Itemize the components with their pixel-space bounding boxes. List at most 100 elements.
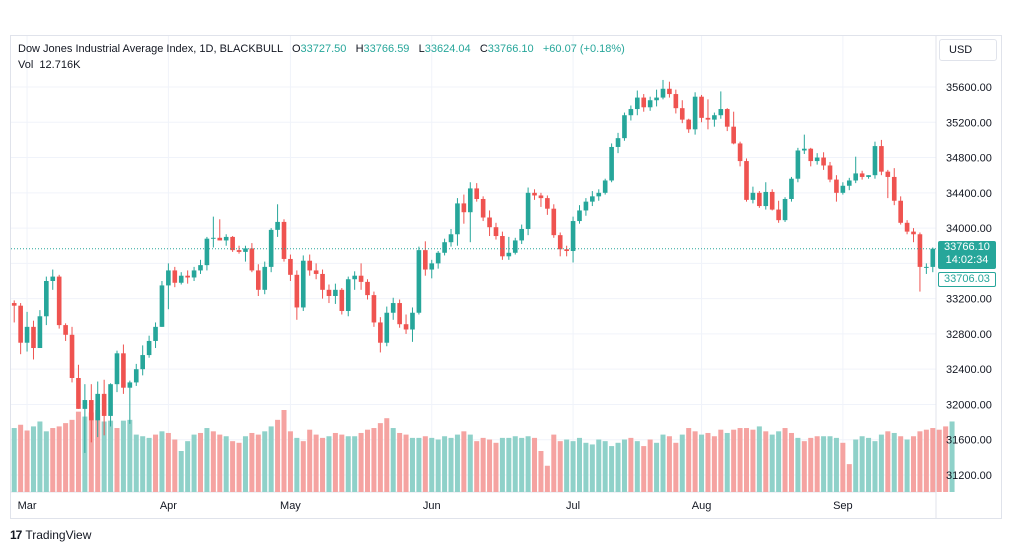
candle-body xyxy=(590,196,595,202)
candle-body xyxy=(917,234,923,267)
volume-bar xyxy=(313,434,319,492)
candle-body xyxy=(294,274,300,308)
volume-bar xyxy=(833,437,839,492)
candle-body xyxy=(641,97,647,108)
current-price-tag: 33766.10 14:02:34 xyxy=(938,241,996,269)
candle-body xyxy=(268,229,274,267)
volume-bar xyxy=(467,434,473,492)
volume-bar xyxy=(345,436,351,492)
volume-bar xyxy=(538,451,544,492)
candle-body xyxy=(776,209,781,221)
volume-bar xyxy=(647,439,653,492)
candle-body xyxy=(467,188,473,213)
candle-body xyxy=(50,276,56,281)
candle-body xyxy=(834,179,839,193)
candle-body xyxy=(410,312,415,330)
volume-bar xyxy=(615,442,621,492)
time-tick-label: Aug xyxy=(692,500,712,512)
candle-body xyxy=(808,148,814,162)
volume-bar xyxy=(127,419,133,492)
candle-body xyxy=(166,270,171,286)
volume-bar xyxy=(153,434,159,492)
volume-bar xyxy=(776,431,782,492)
volume-bar xyxy=(544,465,550,492)
time-tick-label: Jul xyxy=(566,500,580,512)
candle-body xyxy=(11,303,17,306)
volume-bar xyxy=(339,434,345,492)
candle-body xyxy=(313,270,319,274)
volume-bar xyxy=(320,437,326,492)
volume-bar xyxy=(795,437,801,492)
candle-body xyxy=(133,369,139,383)
volume-bar xyxy=(191,434,197,492)
volume-bar xyxy=(660,434,666,492)
time-axis: Mar Apr May Jun Jul Aug Sep xyxy=(18,500,853,512)
candle-body xyxy=(24,326,30,343)
time-tick-label: Mar xyxy=(18,500,37,512)
currency-button[interactable]: USD xyxy=(939,39,997,61)
volume-bar xyxy=(474,441,480,492)
candle-body xyxy=(159,285,165,327)
candle-body xyxy=(243,248,248,252)
candle-body xyxy=(230,236,235,251)
candle-body xyxy=(891,176,897,201)
volume-bar xyxy=(840,442,846,492)
volume-bar xyxy=(332,432,338,492)
volume-bar xyxy=(56,426,62,492)
volume-bar xyxy=(178,451,184,492)
volume-bar xyxy=(448,437,454,492)
time-tick-label: Sep xyxy=(833,500,853,512)
candle-body xyxy=(757,192,762,207)
volume-bar xyxy=(949,421,955,492)
volume-bar xyxy=(570,441,576,492)
candle-body xyxy=(840,185,846,193)
candle-body xyxy=(814,157,820,162)
low-value: 33624.04 xyxy=(424,43,471,55)
candle-body xyxy=(570,221,576,252)
candle-body xyxy=(557,235,563,250)
volume-bar xyxy=(750,429,756,492)
price-tick-label: 31600.00 xyxy=(946,435,992,447)
close-label: C xyxy=(479,43,488,55)
candle-body xyxy=(493,227,499,237)
candle-body xyxy=(63,325,68,335)
candle-body xyxy=(204,238,210,266)
volume-bar xyxy=(409,437,415,492)
volume-bar xyxy=(583,442,589,492)
candle-body xyxy=(358,275,364,282)
candle-body xyxy=(333,289,338,296)
volume-bar xyxy=(499,437,505,492)
volume-bar xyxy=(416,437,422,492)
candle-body xyxy=(223,236,229,241)
candle-body xyxy=(140,355,145,370)
volume-bar xyxy=(133,434,139,492)
candle-body xyxy=(429,263,435,270)
candle-body xyxy=(37,316,43,349)
volume-bar xyxy=(827,436,833,492)
candle-body xyxy=(101,393,107,416)
volume-label: Vol xyxy=(18,59,34,71)
volume-bar xyxy=(287,431,293,492)
volume-bar xyxy=(223,436,229,492)
volume-bar xyxy=(429,437,435,492)
volume-bar xyxy=(255,434,261,492)
candle-body xyxy=(88,400,94,421)
candle-body xyxy=(930,248,936,267)
volume-bar xyxy=(217,434,223,492)
volume-bar xyxy=(120,420,126,492)
volume-bar xyxy=(210,431,216,492)
footer[interactable]: 17 TradingView xyxy=(10,528,91,542)
candle-body xyxy=(602,180,608,193)
candle-body xyxy=(275,221,280,230)
volume-bar xyxy=(82,416,88,492)
volume-bar xyxy=(564,439,570,492)
volume-bar xyxy=(898,436,904,492)
volume-bar xyxy=(146,437,152,492)
candle-body xyxy=(577,210,582,222)
volume-bar xyxy=(435,439,441,492)
volume-bar xyxy=(885,431,891,492)
candle-body xyxy=(153,326,158,341)
price-tick-label: 35200.00 xyxy=(946,117,992,129)
volume-bar xyxy=(37,421,43,492)
